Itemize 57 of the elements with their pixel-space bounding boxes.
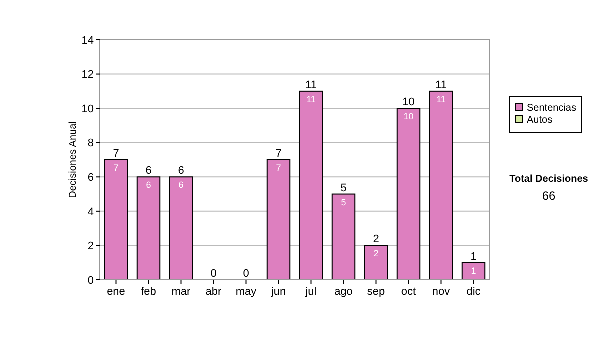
total-label: 2 <box>373 234 380 246</box>
data-label: 11 <box>436 94 446 104</box>
x-tick-label: ene <box>107 286 126 298</box>
total-label: 10 <box>402 96 415 109</box>
total-label: 11 <box>436 79 447 92</box>
bar <box>104 160 128 280</box>
bar <box>169 176 194 280</box>
bar <box>266 160 291 280</box>
y-axis-title: Decisiones Anual <box>68 122 79 198</box>
x-tick-label: abr <box>206 286 222 298</box>
total-label: 0 <box>243 268 250 280</box>
y-tick-label: 14 <box>82 34 94 47</box>
data-label: 10 <box>404 112 414 122</box>
legend-label: Autos <box>527 115 553 126</box>
total-label: 5 <box>340 182 347 194</box>
summary-text: Total Decisiones <box>510 174 588 185</box>
x-tick-label: jun <box>270 286 286 298</box>
bar <box>332 194 356 280</box>
data-label: 6 <box>178 180 184 190</box>
data-label: 1 <box>471 266 476 276</box>
data-label: 7 <box>276 163 282 173</box>
bar <box>429 90 454 280</box>
x-tick-label: dic <box>466 286 482 298</box>
data-label: 2 <box>374 248 379 259</box>
total-label: 6 <box>178 165 184 178</box>
total-label: 1 <box>470 250 477 263</box>
x-tick-label: may <box>236 286 258 298</box>
x-tick-label: nov <box>432 286 451 298</box>
summary-text: 66 <box>542 189 556 203</box>
x-tick-label: oct <box>401 286 416 298</box>
y-tick-label: 10 <box>82 103 94 116</box>
data-label: 6 <box>146 180 152 190</box>
total-label: 0 <box>210 268 217 280</box>
total-label: 7 <box>276 148 282 160</box>
y-tick-label: 2 <box>88 240 94 253</box>
bar <box>364 245 388 280</box>
total-label: 7 <box>113 148 120 160</box>
total-label: 6 <box>146 165 152 178</box>
bar <box>396 108 421 280</box>
x-tick-label: feb <box>141 286 156 298</box>
y-tick-label: 0 <box>88 274 94 287</box>
x-tick-label: mar <box>172 286 192 298</box>
total-label: 11 <box>306 79 317 92</box>
bar <box>136 176 161 280</box>
data-label: 7 <box>114 163 119 173</box>
y-tick-label: 6 <box>88 172 94 184</box>
y-tick-label: 12 <box>82 69 94 82</box>
y-tick-label: 8 <box>88 138 94 150</box>
bar <box>462 262 486 280</box>
legend-label: Sentencias <box>527 103 576 114</box>
bar <box>299 90 324 280</box>
x-tick-label: jul <box>304 286 317 298</box>
data-label: 5 <box>341 197 346 208</box>
data-label: 11 <box>306 94 316 104</box>
y-tick-label: 4 <box>88 206 94 218</box>
x-tick-label: sep <box>367 286 386 298</box>
x-tick-label: ago <box>334 286 353 298</box>
